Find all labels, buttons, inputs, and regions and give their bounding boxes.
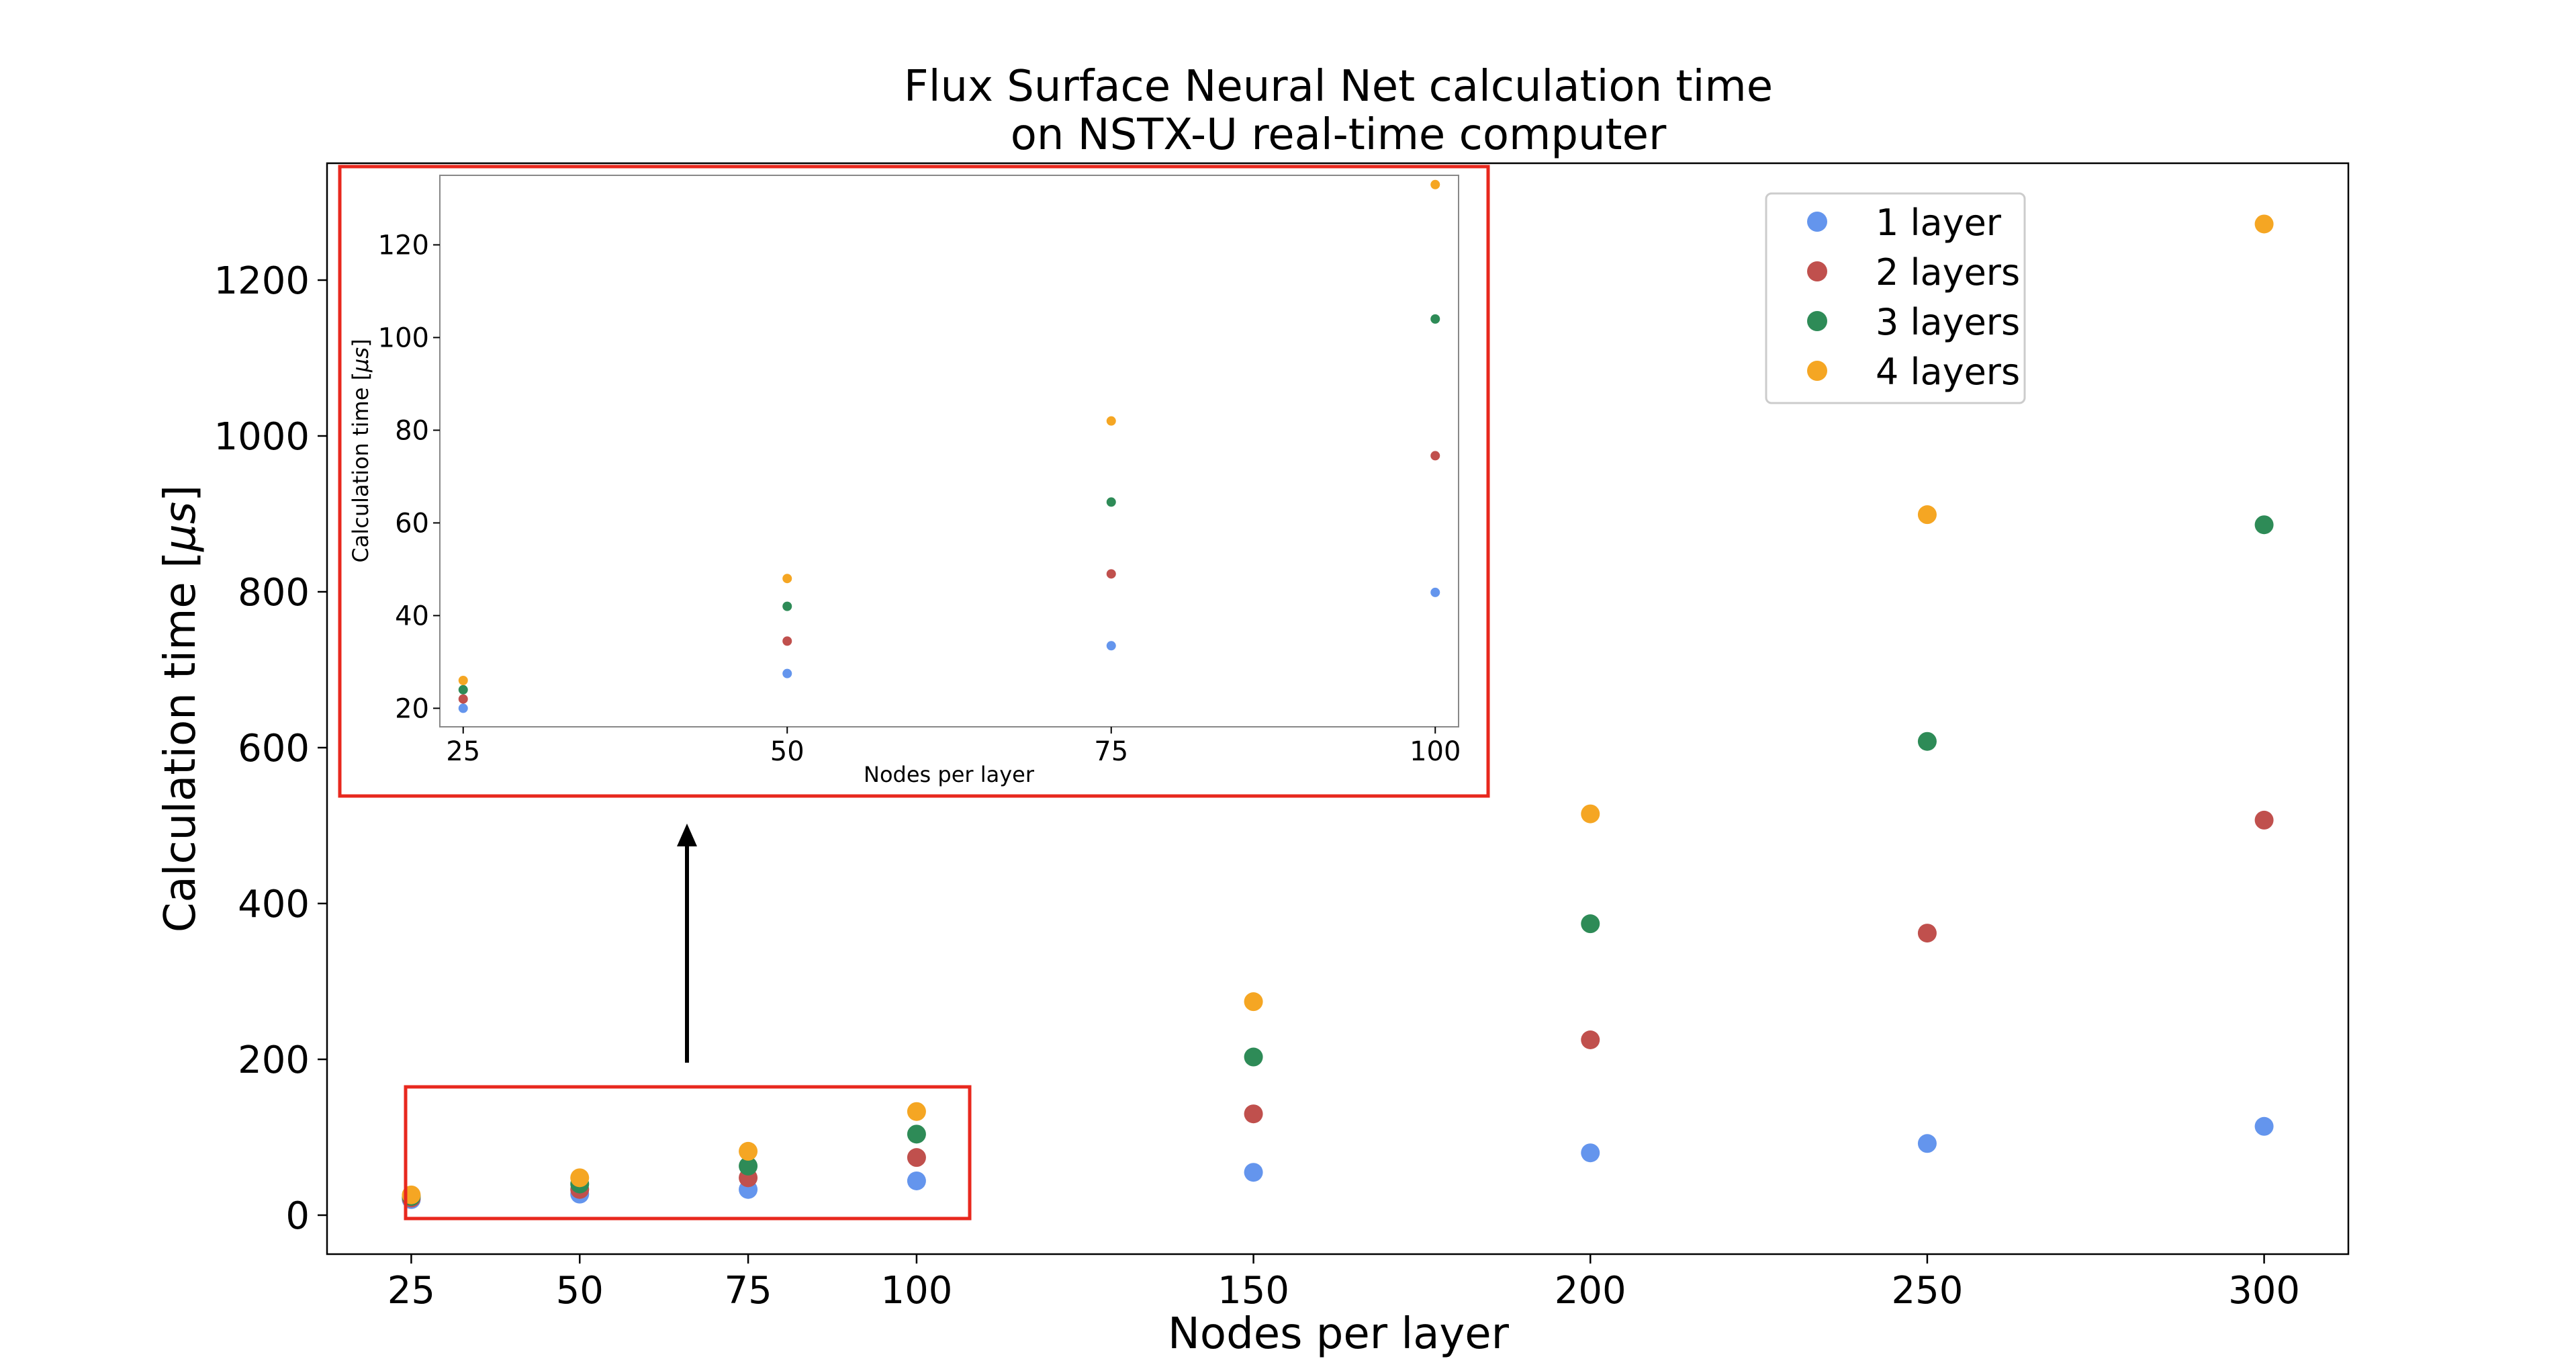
inset-x-tick-label: 75 (1094, 736, 1128, 767)
inset-data-point (1430, 314, 1440, 324)
legend-marker (1807, 361, 1827, 381)
inset-data-point (782, 636, 792, 646)
inset-highlight-frame (338, 165, 1490, 798)
x-tick-label: 200 (1555, 1269, 1626, 1313)
zoom-highlight-box (404, 1085, 972, 1221)
main-axis-ticks: 25 50 75 100 150 200 250 300 0 200 400 600 800 1000 12… (214, 259, 2300, 1313)
data-point (907, 1124, 926, 1144)
data-point (2254, 1116, 2274, 1136)
inset-y-tick-label: 100 (378, 322, 429, 353)
data-point (1581, 1143, 1600, 1163)
inset-y-tick-label: 20 (395, 693, 429, 724)
inset-scatter-points (458, 179, 1440, 713)
inset-plot-frame (439, 175, 1459, 727)
inset-y-axis-label: Calculation time [μs] (348, 339, 373, 562)
main-plot-frame (326, 162, 2350, 1255)
data-point (1581, 914, 1600, 934)
zoom-arrow-head (677, 824, 697, 846)
x-tick-label: 25 (387, 1269, 435, 1313)
y-tick-label: 800 (238, 571, 310, 615)
x-axis-label: Nodes per layer (1168, 1309, 1510, 1359)
x-tick-label: 100 (880, 1269, 952, 1313)
x-tick-label: 300 (2228, 1269, 2300, 1313)
data-point (1581, 1030, 1600, 1049)
data-point (907, 1171, 926, 1190)
inset-data-point (1430, 587, 1440, 597)
inset-data-point (458, 703, 468, 713)
inset-data-point (1106, 416, 1116, 426)
y-tick-label: 200 (238, 1039, 310, 1082)
chart-title: Flux Surface Neural Net calculation time… (904, 62, 1773, 160)
data-point (1244, 992, 1263, 1012)
legend-marker (1807, 261, 1827, 281)
inset-y-tick-label: 40 (395, 601, 429, 631)
inset-data-point (458, 676, 468, 686)
y-tick-label: 400 (238, 883, 310, 926)
inset-data-point (1106, 497, 1116, 507)
data-point (907, 1148, 926, 1167)
data-point (2254, 214, 2274, 234)
inset-data-point (782, 574, 792, 584)
inset-data-point (782, 668, 792, 678)
x-tick-label: 250 (1891, 1269, 1963, 1313)
legend-marker (1807, 212, 1827, 232)
data-point (2254, 515, 2274, 535)
legend-label: 2 layers (1876, 251, 2020, 294)
y-tick-label: 600 (238, 727, 310, 770)
inset-x-tick-label: 25 (446, 736, 480, 767)
y-axis-label: Calculation time [μs] (156, 485, 205, 932)
inset-data-point (1430, 179, 1440, 189)
inset-x-axis-label: Nodes per layer (864, 762, 1035, 787)
x-tick-label: 75 (724, 1269, 772, 1313)
legend-label: 4 layers (1876, 351, 2020, 393)
data-point (570, 1168, 590, 1188)
inset-data-point (458, 684, 468, 695)
inset-x-tick-label: 50 (770, 736, 804, 767)
x-tick-label: 50 (556, 1269, 604, 1313)
data-point (1581, 804, 1600, 824)
data-point (1917, 732, 1937, 751)
legend-frame (1765, 192, 2026, 404)
data-point (1244, 1104, 1263, 1124)
y-tick-label: 1000 (214, 415, 310, 459)
inset-axis-ticks: 25 50 75 100 20 40 60 80 100 120 (378, 230, 1461, 767)
data-point (1917, 924, 1937, 943)
data-point (1917, 505, 1937, 525)
legend-label: 1 layer (1876, 202, 2002, 244)
inset-data-point (458, 694, 468, 704)
data-point (1244, 1163, 1263, 1182)
y-tick-label: 0 (285, 1194, 310, 1238)
inset-data-point (1106, 641, 1116, 651)
inset-y-tick-label: 80 (395, 415, 429, 446)
legend-marker (1807, 311, 1827, 331)
data-point (739, 1156, 758, 1176)
inset-y-tick-label: 60 (395, 508, 429, 539)
inset-data-point (1106, 569, 1116, 579)
y-tick-label: 1200 (214, 259, 310, 303)
data-point (2254, 810, 2274, 830)
inset-data-point (782, 601, 792, 611)
inset-x-tick-label: 100 (1410, 736, 1461, 767)
inset-data-point (1430, 451, 1440, 461)
data-point (907, 1102, 926, 1121)
inset-y-tick-label: 120 (378, 230, 429, 261)
data-point (739, 1141, 758, 1161)
x-tick-label: 150 (1217, 1269, 1289, 1313)
legend: 1 layer 2 layers 3 layers 4 layers (1765, 192, 2026, 404)
data-point (1244, 1047, 1263, 1067)
data-point (1917, 1134, 1937, 1153)
main-scatter-points (402, 214, 2274, 1209)
legend-label: 3 layers (1876, 301, 2020, 343)
